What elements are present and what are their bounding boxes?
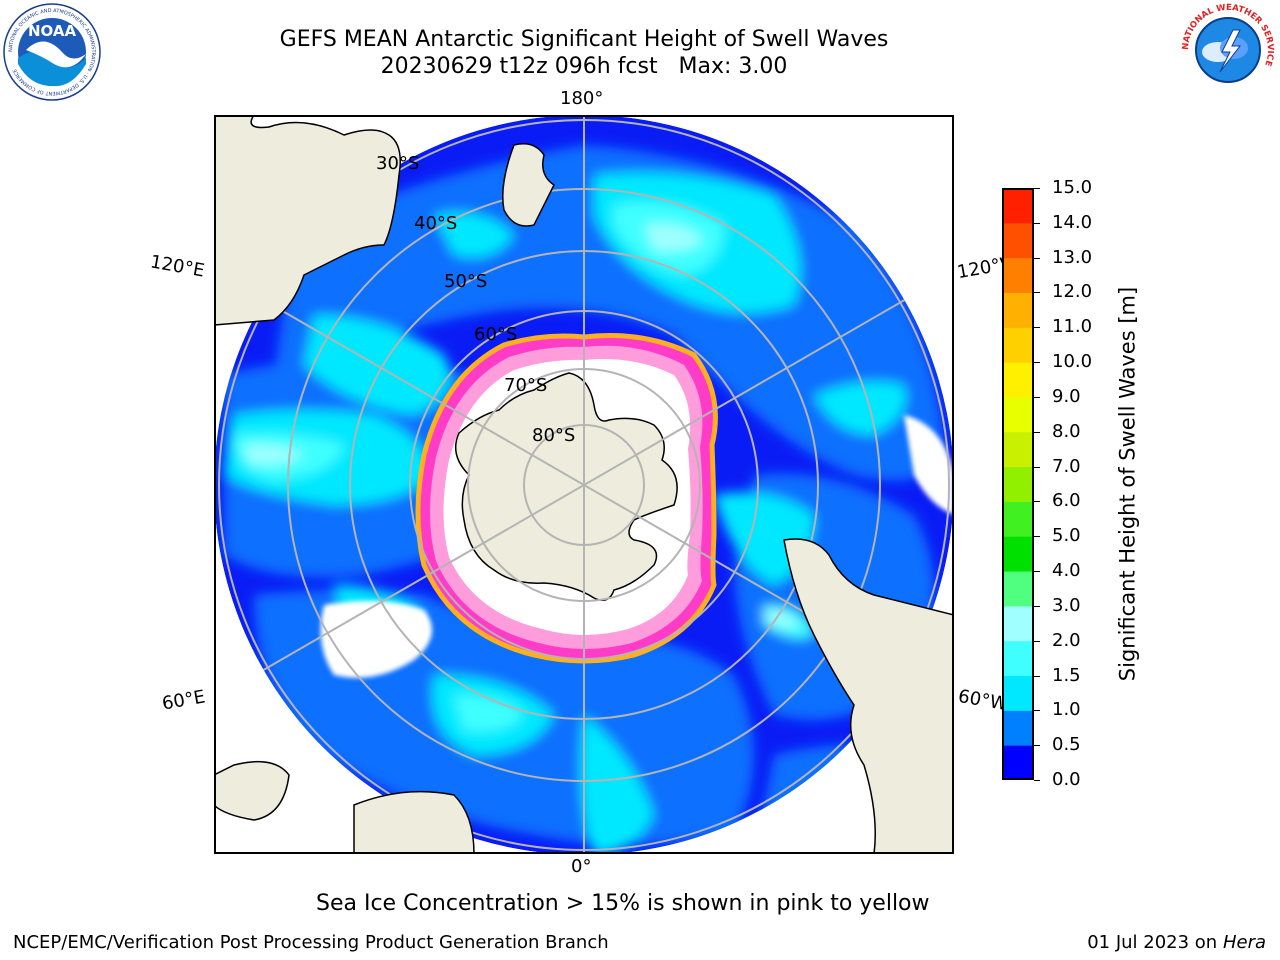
colorbar-tick-mark <box>1034 327 1040 329</box>
colorbar-tick-mark <box>1034 466 1040 468</box>
colorbar-segment <box>1002 501 1034 537</box>
lat-label: 70°S <box>504 375 547 396</box>
colorbar-tick-mark <box>1034 780 1040 781</box>
footer-machine: Hera <box>1222 932 1266 953</box>
colorbar-segment <box>1002 292 1034 328</box>
colorbar-segment <box>1002 536 1034 572</box>
colorbar-segment <box>1002 362 1034 398</box>
colorbar-label: Significant Height of Swell Waves [m] <box>1115 286 1140 682</box>
colorbar-segment <box>1002 710 1034 746</box>
colorbar-segment <box>1002 327 1034 363</box>
colorbar-segment <box>1002 745 1034 780</box>
colorbar-segment <box>1002 431 1034 468</box>
colorbar-tick-mark <box>1034 292 1040 294</box>
colorbar-segment <box>1002 640 1034 677</box>
colorbar-tick-mark <box>1034 605 1040 607</box>
colorbar-tick-label: 10.0 <box>1052 351 1093 373</box>
map-frame-border <box>214 115 954 854</box>
colorbar-tick-label: 5.0 <box>1052 525 1081 547</box>
colorbar-tick-mark <box>1034 257 1040 259</box>
colorbar-tick-mark <box>1034 675 1040 677</box>
lat-label: 30°S <box>376 153 419 174</box>
colorbar-tick-label: 11.0 <box>1052 316 1093 338</box>
colorbar-tick-mark <box>1034 536 1040 538</box>
colorbar-border <box>1002 188 1034 780</box>
new-zealand-landmass <box>502 143 555 227</box>
colorbar <box>1002 188 1034 780</box>
colorbar-tick-mark <box>1034 222 1040 224</box>
colorbar-tick-label: 3.0 <box>1052 594 1081 616</box>
noaa-logo: NOAA NATIONAL OCEANIC AND ATMOSPHERIC AD… <box>3 3 101 101</box>
colorbar-tick-label: 4.0 <box>1052 560 1081 582</box>
colorbar-tick-mark <box>1034 710 1040 712</box>
colorbar-segment <box>1002 188 1034 224</box>
colorbar-segment <box>1002 257 1034 293</box>
colorbar-segment <box>1002 396 1034 433</box>
colorbar-tick-mark <box>1034 640 1040 642</box>
sea-ice-note: Sea Ice Concentration > 15% is shown in … <box>316 891 930 916</box>
colorbar-segment <box>1002 675 1034 711</box>
colorbar-segment <box>1002 222 1034 259</box>
colorbar-tick-label: 1.0 <box>1052 699 1081 721</box>
colorbar-tick-mark <box>1034 396 1040 398</box>
lon-label-180: 180° <box>560 88 604 109</box>
chart-title: GEFS MEAN Antarctic Significant Height o… <box>279 27 889 52</box>
colorbar-tick-label: 1.5 <box>1052 664 1081 686</box>
colorbar-tick-label: 14.0 <box>1052 211 1093 233</box>
ocean-field <box>214 115 954 854</box>
nws-logo: NATIONAL WEATHER SERVICE <box>1180 2 1276 98</box>
colorbar-tick-mark <box>1034 362 1040 364</box>
footer-date-text: 01 Jul 2023 on <box>1087 932 1223 953</box>
south-america-landmass <box>783 538 954 854</box>
lat-label: 80°S <box>532 425 575 446</box>
colorbar-tick-label: 9.0 <box>1052 385 1081 407</box>
lat-label: 40°S <box>414 213 457 234</box>
colorbar-tick-label: 0.0 <box>1052 769 1081 790</box>
colorbar-segment <box>1002 571 1034 607</box>
africa-landmass <box>353 790 475 854</box>
noaa-logo-text: NOAA <box>28 22 77 40</box>
colorbar-segment <box>1002 605 1034 642</box>
colorbar-tick-mark <box>1034 431 1040 433</box>
colorbar-tick-label: 0.5 <box>1052 734 1081 756</box>
colorbar-tick-label: 13.0 <box>1052 246 1093 268</box>
australia-landmass <box>214 115 401 326</box>
colorbar-segment <box>1002 466 1034 502</box>
colorbar-tick-label: 2.0 <box>1052 629 1081 651</box>
colorbar-tick-mark <box>1034 188 1040 189</box>
colorbar-tick-label: 8.0 <box>1052 420 1081 442</box>
footer-date: 01 Jul 2023 on Hera <box>1087 932 1266 953</box>
antarctica-landmass <box>454 372 678 601</box>
colorbar-tick-mark <box>1034 571 1040 573</box>
lon-label-60e: 60°E <box>160 686 207 715</box>
colorbar-tick-mark <box>1034 745 1040 747</box>
colorbar-tick-mark <box>1034 501 1040 503</box>
swell-height-map: 30°S 40°S 50°S 60°S 70°S 80°S <box>214 115 954 854</box>
lat-label: 60°S <box>474 324 517 345</box>
madagascar-landmass <box>214 760 290 821</box>
lon-label-0: 0° <box>571 856 592 877</box>
footer-credit: NCEP/EMC/Verification Post Processing Pr… <box>13 932 609 953</box>
lon-label-120e: 120°E <box>148 251 207 282</box>
colorbar-tick-label: 12.0 <box>1052 281 1093 303</box>
chart-subtitle: 20230629 t12z 096h fcst Max: 3.00 <box>380 54 788 79</box>
lat-label: 50°S <box>444 271 487 292</box>
colorbar-tick-label: 15.0 <box>1052 177 1093 198</box>
colorbar-tick-label: 6.0 <box>1052 490 1081 512</box>
graticule <box>214 115 954 854</box>
colorbar-tick-label: 7.0 <box>1052 455 1081 477</box>
